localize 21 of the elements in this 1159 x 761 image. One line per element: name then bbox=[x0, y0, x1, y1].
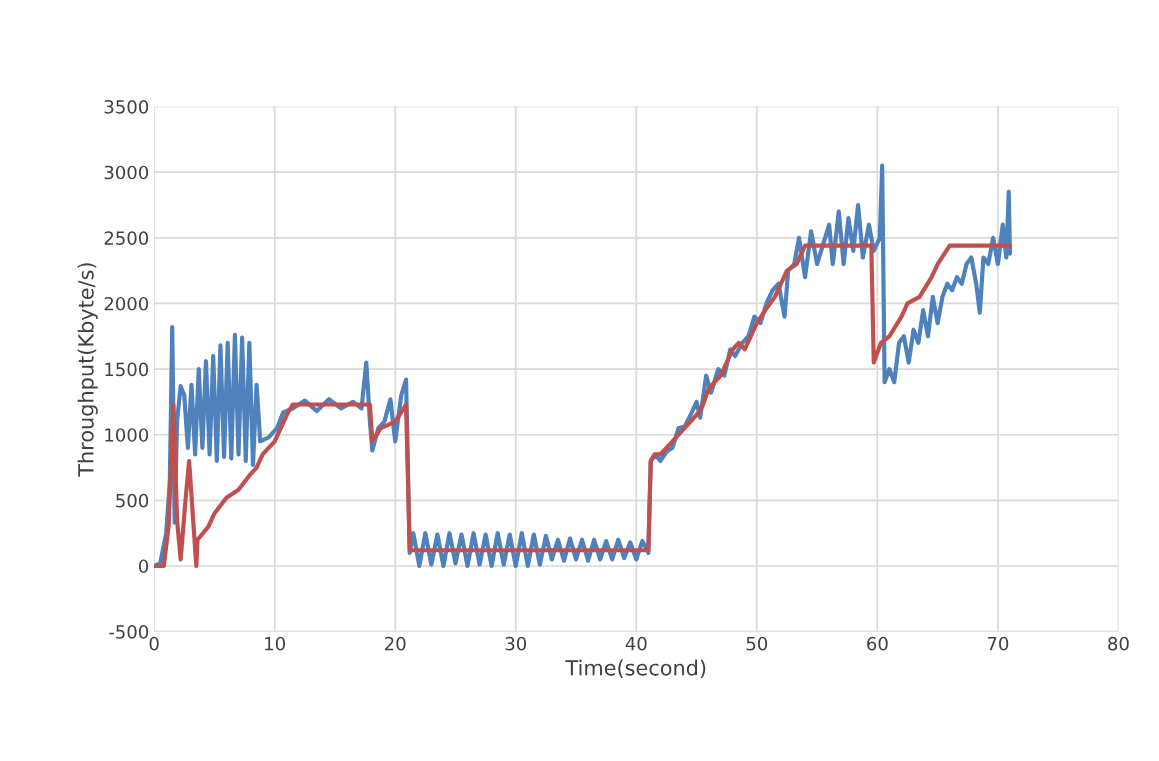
x-tick-label: 20 bbox=[385, 636, 406, 651]
x-tick-label: 10 bbox=[265, 636, 285, 651]
x-tick-label: 50 bbox=[746, 636, 768, 651]
x-tick-label: 80 bbox=[1108, 636, 1129, 651]
y-tick-label: 3500 bbox=[104, 100, 149, 114]
y-tick-label: 2000 bbox=[104, 296, 149, 311]
x-tick-label: 30 bbox=[505, 636, 527, 651]
x-tick-label: 40 bbox=[625, 636, 647, 651]
y-tick-label: -500 bbox=[109, 625, 149, 639]
x-tick-label: 70 bbox=[987, 636, 1009, 651]
line-series bbox=[154, 243, 1013, 569]
x-tick-label: 0 bbox=[149, 636, 159, 651]
y-axis-title: Throughput(Kbyte/s) bbox=[77, 263, 98, 477]
x-axis-title: Time(second) bbox=[565, 659, 706, 679]
y-tick-label: 0 bbox=[138, 559, 149, 574]
x-tick-label: 60 bbox=[867, 636, 888, 651]
y-tick-label: 1500 bbox=[105, 362, 149, 377]
y-tick-label: 2500 bbox=[104, 231, 149, 245]
y-tick-label: 3000 bbox=[104, 165, 149, 180]
y-tick-label: 500 bbox=[116, 493, 149, 508]
y-tick-label: 1000 bbox=[105, 428, 149, 442]
